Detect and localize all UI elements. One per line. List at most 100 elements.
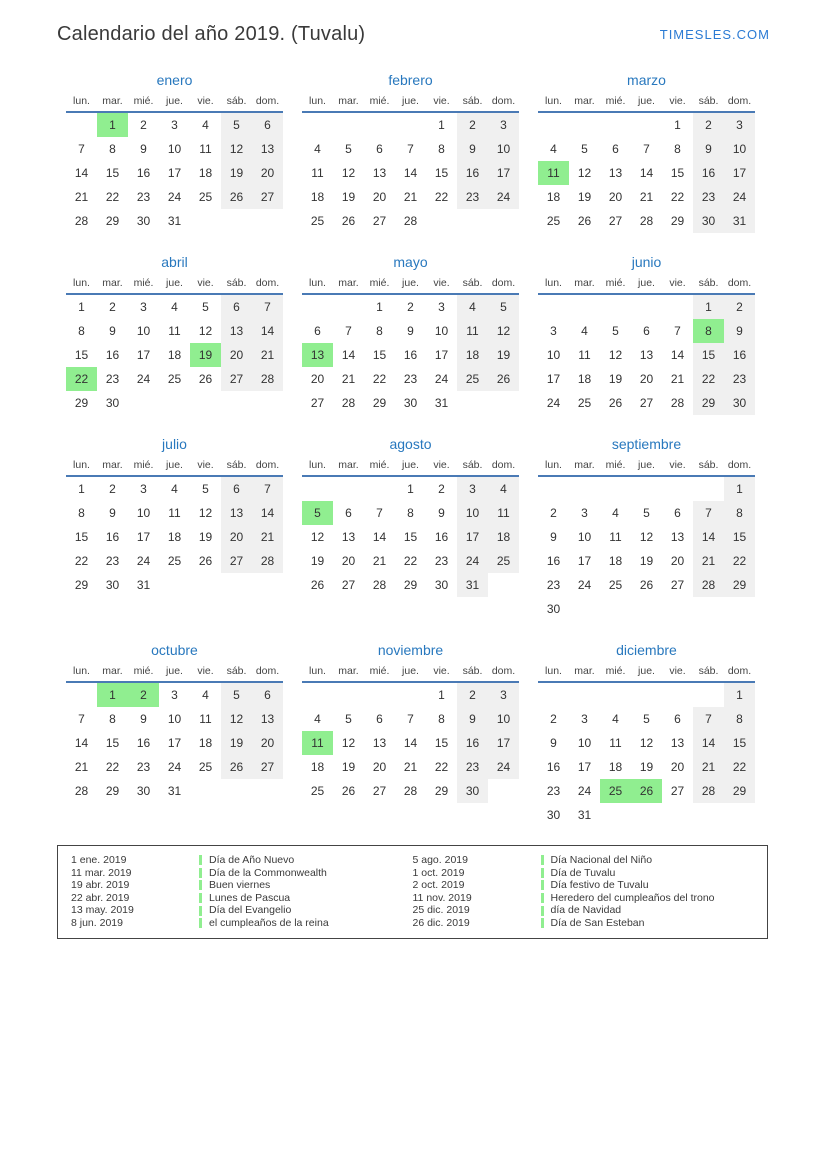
day-cell: 13 — [252, 137, 283, 161]
day-cell: 15 — [105, 166, 120, 180]
day-cell: 10 — [167, 712, 182, 726]
empty-cell — [302, 476, 333, 501]
weekday-label: vie. — [433, 459, 450, 471]
empty-cell — [190, 779, 221, 803]
empty-cell — [333, 294, 364, 319]
day-cell: 13 — [221, 319, 252, 343]
empty-cell — [569, 112, 600, 137]
day-cell: 31 — [136, 578, 151, 592]
empty-cell — [600, 597, 631, 621]
week-row: 27 28 29 30 31 — [302, 391, 519, 415]
day-cell: 14 — [252, 319, 283, 343]
week-row: 11 12 13 14 15 16 17 — [538, 161, 755, 185]
week-row: 1 — [538, 682, 755, 707]
empty-cell — [569, 682, 600, 707]
day-cell: 24 — [488, 755, 519, 779]
day-cell: 19 — [198, 530, 213, 544]
month-title: abril — [161, 254, 188, 270]
weekday-label: sáb. — [226, 665, 247, 677]
month-octubre: octubre lun. mar. mié. jue. vie. sáb. dom. 1 2 3 4 5… — [66, 642, 283, 803]
empty-cell — [252, 779, 283, 803]
day-cell: 24 — [577, 784, 592, 798]
site-link[interactable]: TIMESLES.COM — [659, 26, 770, 42]
legend-holiday-name: Día Nacional del Niño — [550, 854, 653, 866]
empty-cell — [724, 597, 755, 621]
day-cell: 17 — [488, 731, 519, 755]
month-noviembre: noviembre lun. mar. mié. jue. vie. sáb. dom. 1 2 3… — [302, 642, 519, 803]
day-cell: 15 — [670, 166, 685, 180]
empty-cell — [252, 573, 283, 597]
day-cell: 10 — [724, 137, 755, 161]
day-cell: 19 — [577, 190, 592, 204]
day-cell: 11 — [538, 161, 569, 185]
weekday-label: mié. — [605, 665, 626, 677]
month-table: lun. mar. mié. jue. vie. sáb. dom. 1 2 3 4 5 6 7 8 9 10 1… — [538, 95, 755, 233]
day-cell: 16 — [546, 760, 561, 774]
day-cell: 17 — [167, 736, 182, 750]
day-cell: 4 — [488, 476, 519, 501]
day-cell: 16 — [457, 161, 488, 185]
day-cell: 22 — [74, 554, 89, 568]
month-title: noviembre — [377, 642, 444, 658]
day-cell: 12 — [310, 530, 325, 544]
legend-holiday-name: Lunes de Pascua — [209, 891, 291, 904]
day-cell: 16 — [434, 530, 449, 544]
day-cell: 29 — [670, 214, 685, 228]
day-cell: 24 — [434, 372, 449, 386]
day-cell: 26 — [341, 784, 356, 798]
day-cell: 17 — [488, 161, 519, 185]
holiday-marker-bar — [199, 893, 202, 904]
day-cell: 14 — [74, 166, 89, 180]
day-cell: 8 — [693, 319, 724, 343]
day-cell: 21 — [341, 372, 356, 386]
legend-date: 19 abr. 2019 — [71, 879, 130, 892]
weekday-label: vie. — [669, 459, 686, 471]
week-row: 14 15 16 17 18 19 20 — [66, 731, 283, 755]
empty-cell — [488, 391, 519, 415]
weekday-label: jue. — [402, 95, 419, 107]
weekday-label: mié. — [369, 665, 390, 677]
day-cell: 8 — [78, 506, 85, 520]
empty-cell — [333, 682, 364, 707]
legend-column: 1 ene. 2019 Día de Año Nuevo 11 mar. 2019 D… — [71, 854, 413, 930]
day-cell: 1 — [724, 476, 755, 501]
day-cell: 2 — [109, 300, 116, 314]
empty-cell — [600, 682, 631, 707]
month-title: octubre — [151, 642, 198, 658]
day-cell: 16 — [136, 736, 151, 750]
legend-row: 8 jun. 2019 el cumpleaños de la reina — [71, 917, 413, 930]
day-cell: 19 — [221, 161, 252, 185]
day-cell: 25 — [457, 367, 488, 391]
day-cell: 25 — [167, 554, 182, 568]
day-cell: 10 — [136, 506, 151, 520]
day-cell: 30 — [105, 578, 120, 592]
day-cell: 8 — [407, 506, 414, 520]
week-row: 11 12 13 14 15 16 17 — [302, 161, 519, 185]
weekday-label: sáb. — [226, 95, 247, 107]
day-cell: 14 — [693, 731, 724, 755]
weekday-label: mié. — [605, 95, 626, 107]
legend-column: 5 ago. 2019 Día Nacional del Niño 1 oct. 2… — [413, 854, 755, 930]
day-cell: 1 — [407, 482, 414, 496]
day-cell: 25 — [608, 578, 623, 592]
empty-cell — [538, 476, 569, 501]
day-cell: 4 — [202, 688, 209, 702]
day-cell: 14 — [693, 525, 724, 549]
legend-row: 11 nov. 2019 Heredero del cumpleaños del … — [413, 892, 755, 905]
month-table: lun. mar. mié. jue. vie. sáb. dom. 1 2 3 4 5 6 7 8 9 10 1… — [302, 459, 519, 597]
empty-cell — [128, 391, 159, 415]
weekday-header-row: lun. mar. mié. jue. vie. sáb. dom. — [538, 665, 755, 682]
day-cell: 20 — [221, 525, 252, 549]
day-cell: 9 — [693, 137, 724, 161]
day-cell: 26 — [631, 779, 662, 803]
day-cell: 21 — [252, 525, 283, 549]
empty-cell — [66, 112, 97, 137]
day-cell: 25 — [577, 396, 592, 410]
day-cell: 11 — [457, 319, 488, 343]
weekday-label: vie. — [669, 665, 686, 677]
day-cell: 17 — [136, 530, 151, 544]
